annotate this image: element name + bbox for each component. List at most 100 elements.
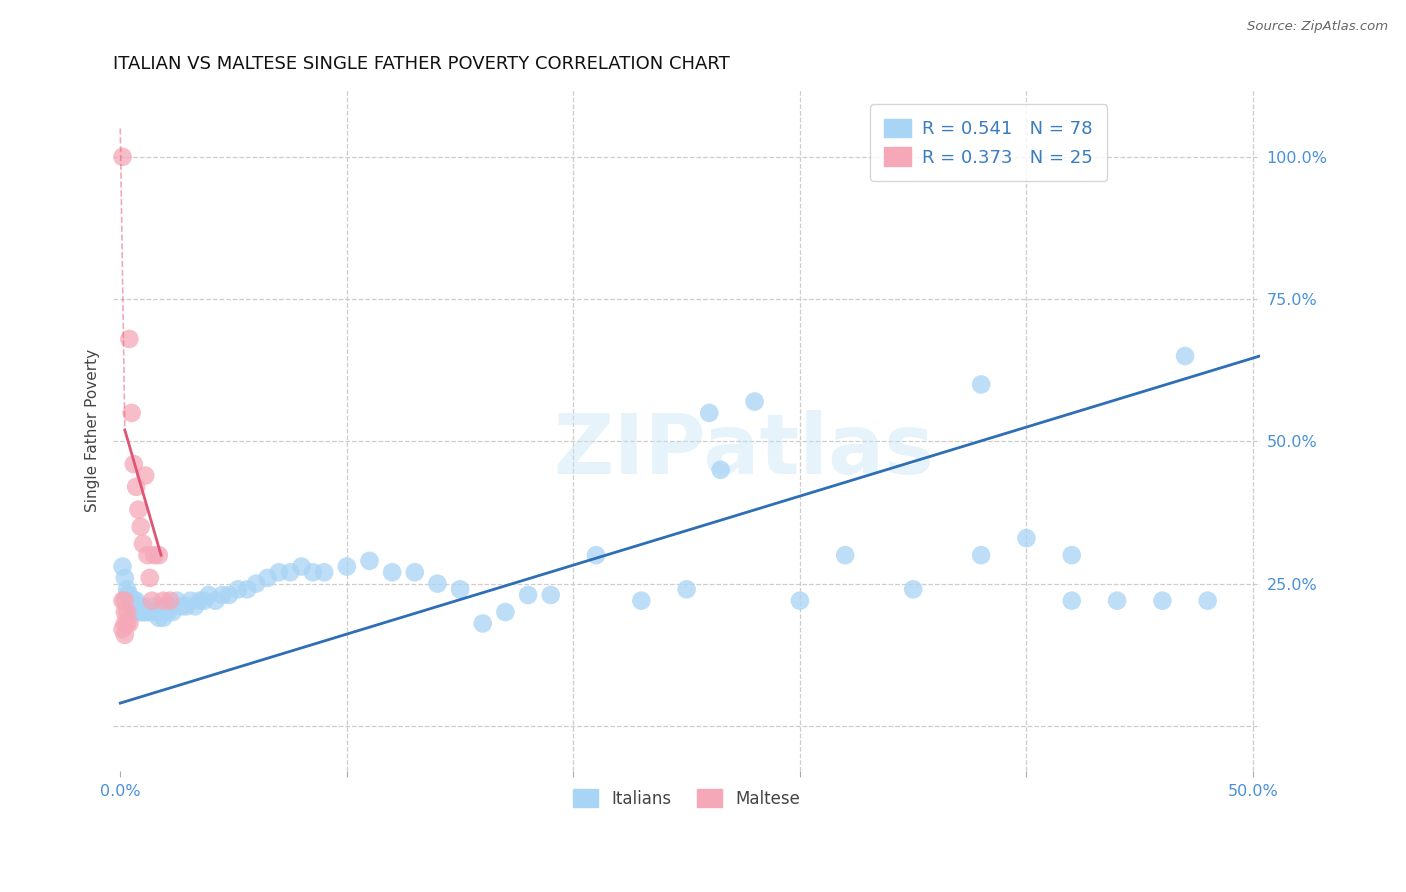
Point xyxy=(675,582,697,597)
Point xyxy=(122,593,145,607)
Point xyxy=(152,593,174,607)
Point xyxy=(111,593,134,607)
Point xyxy=(744,394,766,409)
Point xyxy=(114,605,136,619)
Point xyxy=(125,593,148,607)
Text: Source: ZipAtlas.com: Source: ZipAtlas.com xyxy=(1247,20,1388,33)
Point xyxy=(132,537,155,551)
Point xyxy=(129,605,152,619)
Point xyxy=(290,559,312,574)
Point xyxy=(471,616,494,631)
Point xyxy=(197,588,219,602)
Point xyxy=(336,559,359,574)
Point xyxy=(494,605,516,619)
Point xyxy=(114,571,136,585)
Point xyxy=(162,605,184,619)
Point xyxy=(148,548,170,562)
Point xyxy=(1197,593,1219,607)
Point xyxy=(118,332,141,346)
Point xyxy=(226,582,249,597)
Point xyxy=(170,599,193,614)
Point xyxy=(121,406,143,420)
Point xyxy=(114,628,136,642)
Point xyxy=(134,605,156,619)
Point xyxy=(204,593,226,607)
Point xyxy=(585,548,607,562)
Point xyxy=(1152,593,1174,607)
Point xyxy=(139,571,162,585)
Point xyxy=(1060,548,1083,562)
Point xyxy=(184,599,207,614)
Point xyxy=(381,566,404,580)
Point xyxy=(136,605,159,619)
Point xyxy=(150,605,173,619)
Point xyxy=(132,599,155,614)
Text: ZIPatlas: ZIPatlas xyxy=(554,410,935,491)
Point xyxy=(111,622,134,636)
Point xyxy=(136,548,159,562)
Point xyxy=(404,566,426,580)
Point xyxy=(256,571,278,585)
Point xyxy=(970,548,993,562)
Point xyxy=(540,588,562,602)
Point xyxy=(152,611,174,625)
Point xyxy=(1060,593,1083,607)
Point xyxy=(118,588,141,602)
Point xyxy=(697,406,720,420)
Point xyxy=(115,588,138,602)
Point xyxy=(114,593,136,607)
Point xyxy=(155,599,177,614)
Point xyxy=(115,582,138,597)
Point xyxy=(517,588,540,602)
Point xyxy=(134,468,156,483)
Point xyxy=(111,559,134,574)
Point xyxy=(159,593,181,607)
Point xyxy=(132,605,155,619)
Point xyxy=(122,457,145,471)
Point xyxy=(630,593,652,607)
Point xyxy=(115,616,138,631)
Point xyxy=(1015,531,1038,545)
Point xyxy=(1174,349,1197,363)
Point xyxy=(148,611,170,625)
Point xyxy=(125,599,148,614)
Point xyxy=(426,576,449,591)
Point xyxy=(129,599,152,614)
Point xyxy=(156,605,179,619)
Legend: Italians, Maltese: Italians, Maltese xyxy=(567,783,807,814)
Point xyxy=(141,605,163,619)
Point xyxy=(789,593,811,607)
Y-axis label: Single Father Poverty: Single Father Poverty xyxy=(86,349,100,511)
Point xyxy=(193,593,215,607)
Point xyxy=(180,593,202,607)
Point xyxy=(166,593,188,607)
Point xyxy=(125,480,148,494)
Point xyxy=(1105,593,1128,607)
Point xyxy=(218,588,240,602)
Point xyxy=(121,599,143,614)
Point xyxy=(127,605,149,619)
Point xyxy=(314,566,336,580)
Point xyxy=(141,593,163,607)
Point xyxy=(710,463,733,477)
Point xyxy=(236,582,259,597)
Point xyxy=(114,616,136,631)
Text: ITALIAN VS MALTESE SINGLE FATHER POVERTY CORRELATION CHART: ITALIAN VS MALTESE SINGLE FATHER POVERTY… xyxy=(114,55,730,73)
Point xyxy=(159,599,181,614)
Point xyxy=(834,548,856,562)
Point xyxy=(121,593,143,607)
Point xyxy=(122,599,145,614)
Point xyxy=(143,599,166,614)
Point xyxy=(115,605,138,619)
Point xyxy=(278,566,301,580)
Point xyxy=(449,582,471,597)
Point xyxy=(174,599,197,614)
Point xyxy=(245,576,267,591)
Point xyxy=(127,502,149,516)
Point xyxy=(970,377,993,392)
Point xyxy=(129,519,152,533)
Point xyxy=(118,616,141,631)
Point xyxy=(188,593,211,607)
Point xyxy=(139,605,162,619)
Point xyxy=(901,582,924,597)
